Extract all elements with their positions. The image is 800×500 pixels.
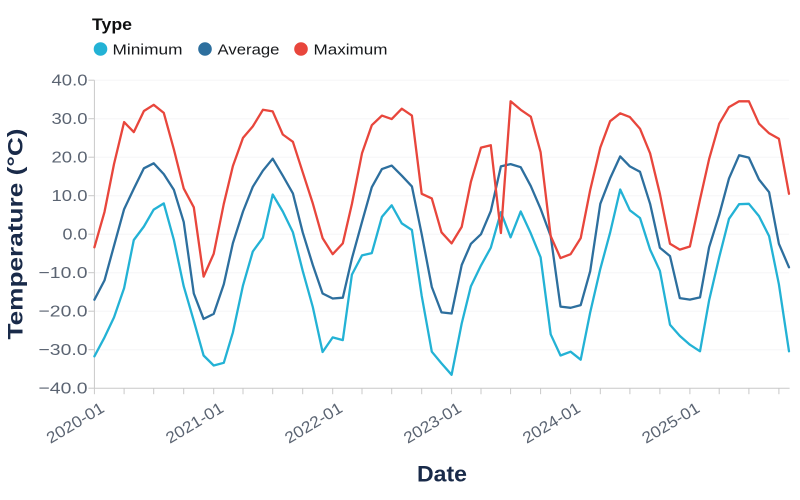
svg-text:10.0: 10.0: [52, 188, 88, 205]
svg-text:−10.0: −10.0: [39, 265, 88, 282]
svg-text:−20.0: −20.0: [39, 304, 88, 321]
svg-text:40.0: 40.0: [52, 73, 88, 90]
svg-text:20.0: 20.0: [52, 150, 88, 167]
svg-text:Minimum: Minimum: [113, 42, 183, 59]
svg-text:Date: Date: [417, 462, 467, 487]
svg-text:30.0: 30.0: [52, 111, 88, 128]
svg-text:Maximum: Maximum: [314, 42, 388, 59]
svg-text:0.0: 0.0: [63, 227, 88, 244]
svg-text:Average: Average: [218, 42, 280, 59]
svg-text:−30.0: −30.0: [39, 342, 88, 359]
svg-text:Temperature (°C): Temperature (°C): [5, 129, 28, 340]
svg-text:Type: Type: [92, 15, 132, 34]
svg-text:−40.0: −40.0: [39, 381, 88, 398]
